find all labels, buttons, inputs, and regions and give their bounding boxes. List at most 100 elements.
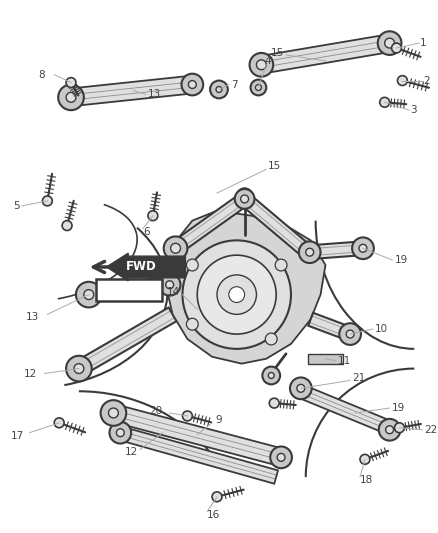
- Circle shape: [210, 80, 228, 98]
- Text: 12: 12: [125, 447, 138, 457]
- Text: 6: 6: [143, 228, 150, 238]
- Polygon shape: [172, 193, 249, 254]
- Circle shape: [237, 188, 252, 204]
- Circle shape: [216, 86, 222, 92]
- Circle shape: [54, 418, 64, 428]
- Circle shape: [262, 367, 280, 384]
- Circle shape: [217, 275, 256, 314]
- Circle shape: [250, 53, 273, 77]
- Text: FWD: FWD: [126, 261, 156, 273]
- Circle shape: [183, 411, 192, 421]
- Text: 13: 13: [26, 312, 39, 322]
- Circle shape: [188, 80, 196, 88]
- Circle shape: [385, 38, 395, 48]
- Text: 18: 18: [360, 475, 373, 485]
- Text: 19: 19: [392, 403, 405, 413]
- Text: 15: 15: [268, 161, 282, 172]
- Circle shape: [359, 244, 367, 252]
- Circle shape: [269, 398, 279, 408]
- Polygon shape: [240, 193, 312, 257]
- Circle shape: [42, 196, 52, 206]
- Circle shape: [164, 237, 187, 260]
- Circle shape: [265, 333, 277, 345]
- Text: 2: 2: [423, 76, 430, 86]
- Circle shape: [277, 454, 285, 461]
- Polygon shape: [70, 76, 193, 106]
- Circle shape: [256, 60, 266, 70]
- Text: 12: 12: [24, 368, 38, 378]
- Text: 3: 3: [410, 105, 417, 115]
- Text: 10: 10: [375, 324, 388, 334]
- Text: 11: 11: [337, 356, 350, 366]
- Circle shape: [171, 244, 180, 253]
- Circle shape: [339, 323, 361, 345]
- Circle shape: [101, 400, 126, 426]
- Text: 17: 17: [11, 431, 24, 441]
- Circle shape: [148, 211, 158, 221]
- Circle shape: [379, 419, 400, 441]
- Circle shape: [270, 447, 292, 468]
- Text: 9: 9: [215, 415, 222, 425]
- Circle shape: [392, 43, 402, 53]
- Polygon shape: [309, 241, 364, 259]
- Circle shape: [181, 74, 203, 95]
- Circle shape: [380, 98, 389, 107]
- FancyBboxPatch shape: [95, 279, 162, 301]
- Text: 13: 13: [148, 90, 161, 99]
- Circle shape: [66, 78, 76, 87]
- Circle shape: [275, 259, 287, 271]
- Circle shape: [117, 429, 124, 437]
- Polygon shape: [111, 405, 283, 466]
- Circle shape: [84, 289, 94, 300]
- Circle shape: [187, 318, 198, 330]
- Circle shape: [346, 330, 354, 338]
- Text: 21: 21: [352, 374, 365, 383]
- FancyArrow shape: [106, 253, 185, 281]
- Circle shape: [74, 364, 84, 374]
- Text: 1: 1: [420, 38, 427, 48]
- Circle shape: [290, 377, 312, 399]
- Circle shape: [385, 426, 393, 434]
- Circle shape: [255, 85, 261, 91]
- Circle shape: [235, 189, 254, 209]
- Text: 5: 5: [13, 201, 20, 211]
- Circle shape: [197, 255, 276, 334]
- Polygon shape: [308, 313, 353, 341]
- Circle shape: [183, 240, 291, 349]
- Circle shape: [58, 85, 84, 110]
- Polygon shape: [166, 211, 325, 364]
- Text: 15: 15: [271, 48, 284, 58]
- Circle shape: [306, 248, 314, 256]
- Circle shape: [187, 259, 198, 271]
- Circle shape: [397, 76, 407, 85]
- Polygon shape: [260, 34, 391, 74]
- Circle shape: [297, 384, 305, 392]
- Circle shape: [240, 195, 248, 203]
- Text: 14: 14: [167, 287, 180, 297]
- Circle shape: [360, 455, 370, 464]
- Circle shape: [166, 281, 173, 289]
- Text: 7: 7: [231, 79, 237, 90]
- Text: 22: 22: [424, 425, 438, 435]
- Circle shape: [159, 274, 180, 296]
- Polygon shape: [298, 385, 392, 434]
- Circle shape: [76, 282, 102, 308]
- Text: 16: 16: [207, 510, 220, 520]
- Circle shape: [268, 373, 274, 378]
- Circle shape: [62, 221, 72, 230]
- Polygon shape: [308, 354, 343, 364]
- Circle shape: [352, 237, 374, 259]
- Circle shape: [212, 492, 222, 502]
- Text: 8: 8: [39, 70, 46, 79]
- Circle shape: [395, 423, 404, 433]
- Circle shape: [66, 356, 92, 382]
- Text: 4: 4: [264, 56, 271, 66]
- Polygon shape: [88, 277, 169, 302]
- Circle shape: [229, 287, 244, 303]
- Circle shape: [109, 408, 118, 418]
- Circle shape: [378, 31, 402, 55]
- Polygon shape: [117, 426, 278, 484]
- Circle shape: [66, 92, 76, 102]
- Text: 19: 19: [395, 255, 408, 265]
- Polygon shape: [75, 308, 177, 375]
